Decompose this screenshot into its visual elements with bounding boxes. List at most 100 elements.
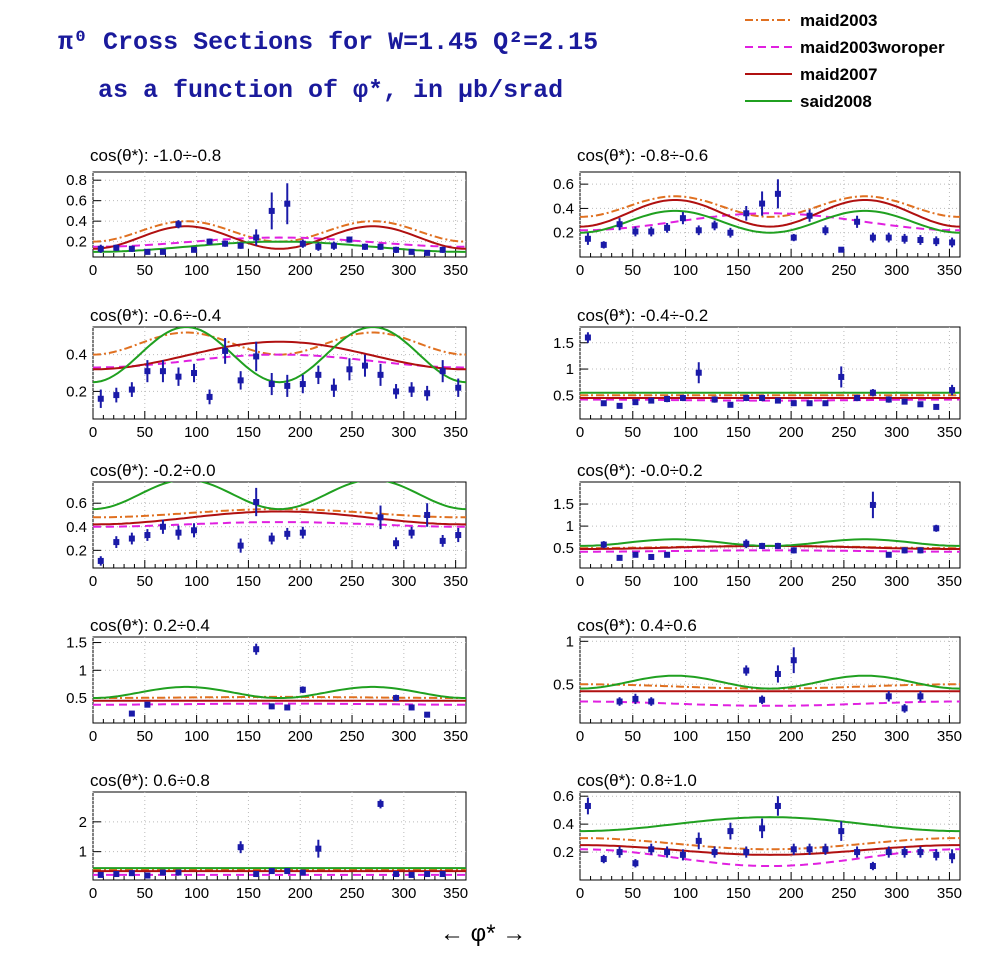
- x-axis-label: ← φ* →: [440, 920, 526, 947]
- data-point: [790, 400, 797, 407]
- panel-title: cos(θ*): -0.2÷0.0: [90, 461, 216, 480]
- curve-maid2003woroper: [93, 702, 466, 706]
- data-point: [439, 537, 446, 544]
- x-tick-label: 100: [673, 728, 698, 745]
- y-tick-label: 0.2: [553, 844, 574, 861]
- data-point: [128, 386, 135, 393]
- curve-said2008: [580, 538, 960, 547]
- data-point: [901, 705, 908, 712]
- data-point: [727, 401, 734, 408]
- data-point: [408, 386, 415, 393]
- model-curves: [93, 685, 466, 706]
- data-point: [144, 368, 151, 375]
- data-point: [822, 846, 829, 853]
- curve-said2008: [93, 482, 466, 511]
- x-tick-label: 300: [391, 262, 416, 279]
- data-point: [113, 871, 120, 878]
- data-point: [346, 236, 353, 243]
- curve-maid2007: [93, 340, 466, 371]
- data-point: [711, 222, 718, 229]
- curve-maid2003woroper: [580, 398, 960, 402]
- data-point: [759, 200, 766, 207]
- x-tick-label: 250: [340, 885, 365, 902]
- data-point: [424, 390, 431, 397]
- data-point: [284, 200, 291, 207]
- x-tick-label: 200: [288, 424, 313, 441]
- x-tick-label: 100: [184, 262, 209, 279]
- x-tick-label: 0: [89, 573, 97, 590]
- x-tick-label: 300: [884, 728, 909, 745]
- data-point: [822, 227, 829, 234]
- y-tick-label: 0.2: [66, 542, 87, 559]
- data-points: [128, 643, 431, 718]
- data-point: [869, 234, 876, 241]
- data-point: [315, 845, 322, 852]
- data-point: [268, 868, 275, 875]
- y-tick-label: 1: [566, 633, 574, 650]
- data-point: [743, 394, 750, 401]
- data-point: [917, 547, 924, 554]
- data-point: [222, 240, 229, 247]
- data-point: [113, 244, 120, 251]
- data-point: [439, 368, 446, 375]
- data-point: [616, 554, 623, 561]
- data-point: [455, 532, 462, 539]
- data-point: [175, 373, 182, 380]
- data-point: [774, 190, 781, 197]
- panel-title: cos(θ*): 0.2÷0.4: [90, 616, 210, 635]
- data-point: [144, 248, 151, 255]
- data-point: [191, 370, 198, 376]
- data-point: [600, 856, 607, 863]
- data-point: [632, 860, 639, 867]
- legend-label-maid2007: maid2007: [800, 65, 878, 84]
- panel-title: cos(θ*): -0.4÷-0.2: [577, 306, 708, 325]
- model-curves: [93, 867, 466, 876]
- x-tick-label: 0: [89, 424, 97, 441]
- x-tick-label: 250: [831, 424, 856, 441]
- x-tick-label: 100: [184, 885, 209, 902]
- panel-title: cos(θ*): -1.0÷-0.8: [90, 146, 221, 165]
- data-point: [97, 395, 104, 402]
- x-tick-label: 100: [184, 424, 209, 441]
- x-tick-label: 0: [89, 728, 97, 745]
- data-point: [600, 541, 607, 548]
- data-point: [695, 369, 702, 376]
- curve-maid2003woroper: [580, 700, 960, 707]
- y-tick-label: 0.2: [66, 383, 87, 400]
- data-point: [901, 849, 908, 856]
- data-point: [206, 238, 213, 245]
- data-point: [648, 698, 655, 705]
- data-point: [97, 871, 104, 878]
- data-point: [616, 402, 623, 409]
- data-point: [299, 686, 306, 693]
- data-point: [222, 347, 229, 354]
- data-point: [695, 227, 702, 234]
- x-tick-label: 300: [391, 885, 416, 902]
- data-point: [679, 394, 686, 401]
- x-tick-label: 350: [937, 728, 962, 745]
- data-points: [584, 332, 956, 410]
- curve-maid2007: [93, 510, 466, 526]
- data-point: [299, 381, 306, 388]
- y-tick-label: 2: [79, 814, 87, 831]
- data-point: [424, 711, 431, 718]
- data-point: [268, 703, 275, 710]
- data-point: [408, 871, 415, 878]
- curve-maid2003woroper: [580, 549, 960, 553]
- data-point: [97, 245, 104, 252]
- panel-frame: [579, 791, 961, 881]
- data-point: [237, 242, 244, 249]
- x-tick-label: 50: [136, 885, 153, 902]
- data-point: [439, 871, 446, 878]
- data-point: [128, 710, 135, 717]
- curve-said2008: [580, 816, 960, 833]
- data-point: [648, 553, 655, 560]
- curve-maid2003: [580, 683, 960, 690]
- x-tick-label: 100: [184, 728, 209, 745]
- model-curves: [93, 482, 466, 528]
- data-point: [632, 399, 639, 406]
- x-tick-label: 50: [136, 424, 153, 441]
- data-points: [584, 179, 956, 253]
- data-point: [330, 242, 337, 249]
- data-point: [759, 542, 766, 549]
